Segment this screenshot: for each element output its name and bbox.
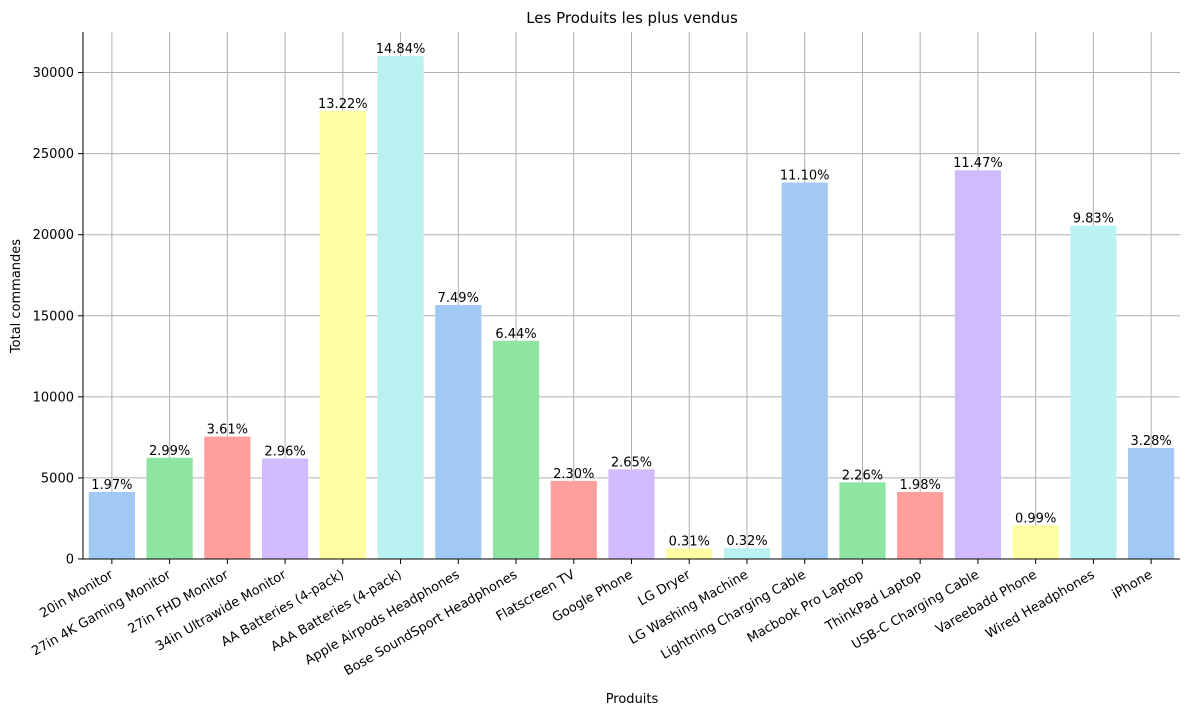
bar — [377, 56, 424, 559]
bar — [1070, 225, 1117, 559]
data-label: 3.61% — [207, 423, 248, 438]
data-label: 11.47% — [953, 156, 1003, 171]
bar — [723, 548, 771, 559]
bars — [88, 56, 1175, 560]
data-label: 11.10% — [780, 169, 830, 184]
data-label: 6.44% — [495, 327, 536, 342]
bar — [319, 110, 366, 559]
bar — [550, 480, 597, 559]
bar — [781, 182, 828, 560]
bar — [146, 457, 193, 559]
bar — [608, 469, 655, 559]
data-label: 3.28% — [1130, 434, 1171, 449]
data-label: 14.84% — [376, 42, 426, 57]
bar — [1128, 447, 1175, 559]
bar — [1012, 525, 1059, 559]
bar — [492, 340, 540, 559]
data-label: 0.99% — [1015, 511, 1056, 526]
bar — [954, 170, 1002, 560]
y-tick-label: 15000 — [33, 309, 74, 324]
chart-title: Les Produits les plus vendus — [526, 9, 738, 27]
y-tick-label: 25000 — [33, 147, 74, 162]
y-tick-label: 10000 — [33, 390, 74, 405]
data-label: 13.22% — [318, 97, 368, 112]
y-axis-ticks: 0 5000 10000 15000 20000 25000 30000 — [33, 66, 83, 568]
y-tick-label: 30000 — [33, 66, 74, 81]
y-tick-label: 5000 — [41, 471, 74, 486]
bar — [88, 492, 135, 559]
data-label: 2.96% — [264, 444, 305, 459]
data-label: 2.99% — [149, 444, 190, 459]
data-label: 0.31% — [669, 535, 710, 550]
y-axis-label: Total commandes — [9, 239, 24, 354]
x-axis-label: Produits — [606, 692, 659, 707]
data-label: 2.30% — [553, 467, 594, 482]
bar — [666, 548, 713, 559]
data-labels: 1.97% 2.99% 3.61% 2.96% 13.22% 14.84% 7.49% 6.4… — [91, 42, 1172, 549]
y-tick-label: 0 — [66, 553, 74, 568]
bar — [261, 458, 309, 559]
data-label: 9.83% — [1073, 212, 1114, 227]
bar — [435, 305, 482, 559]
data-label: 7.49% — [438, 291, 479, 306]
data-label: 2.26% — [842, 468, 883, 483]
data-label: 0.32% — [726, 534, 767, 549]
bar — [204, 436, 251, 559]
x-tick-label: Wired Headphones — [983, 567, 1097, 642]
data-label: 2.65% — [611, 455, 652, 470]
data-label: 1.98% — [900, 478, 941, 493]
bar — [897, 492, 944, 559]
bar — [839, 482, 886, 559]
x-tick-label: iPhone — [1110, 567, 1156, 602]
y-tick-label: 20000 — [33, 228, 74, 243]
data-label: 1.97% — [91, 478, 132, 493]
